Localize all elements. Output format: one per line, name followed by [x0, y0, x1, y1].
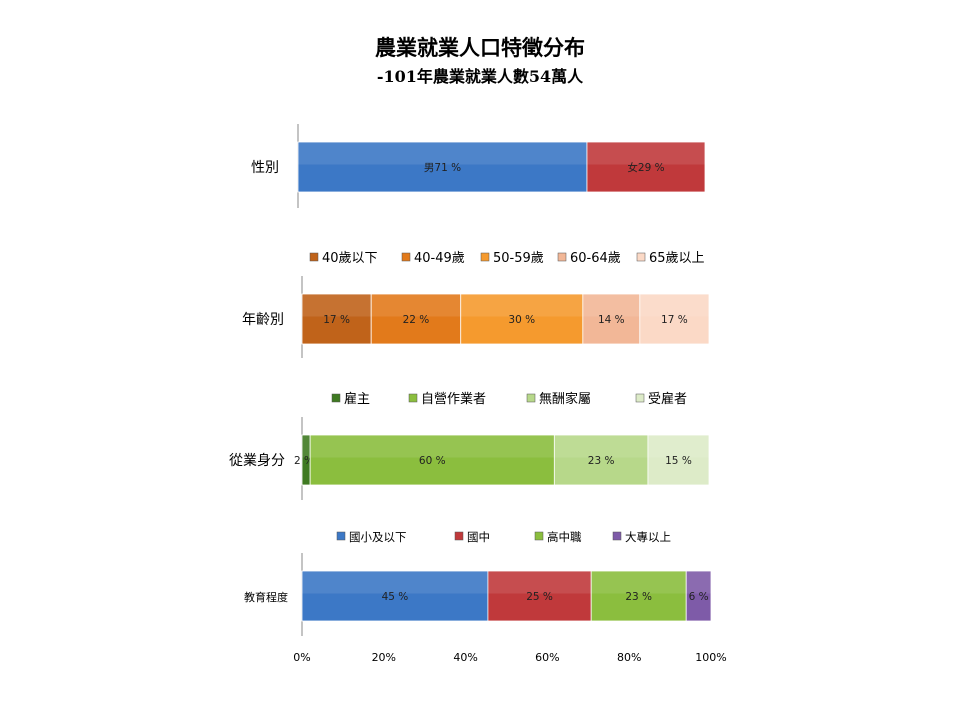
legend-label: 國中 [467, 530, 490, 544]
legend-label: 40歲以下 [322, 251, 378, 266]
bar-segment [309, 434, 555, 486]
bar-segment-highlight [310, 435, 555, 458]
bar-segment-highlight [302, 571, 488, 594]
data-label: 45 % [382, 591, 409, 603]
bar-segment [639, 293, 710, 345]
data-label: 60 % [419, 455, 446, 467]
legend-label: 自營作業者 [421, 391, 486, 407]
bar-segment [647, 434, 710, 486]
x-tick-label: 40% [453, 651, 477, 664]
legend-swatch [480, 252, 490, 262]
data-label: 17 % [323, 314, 350, 326]
bar-segment [685, 570, 712, 622]
bar-segment [582, 293, 641, 345]
data-label: 23 % [625, 591, 652, 603]
legend-label: 50-59歲 [493, 251, 544, 266]
data-label: 男71 % [424, 162, 461, 174]
bar-segment-highlight [302, 435, 311, 458]
bar-segment [370, 293, 462, 345]
chart-subtitle: -101年農業就業人數54萬人 [376, 67, 584, 86]
category-label: 性別 [251, 160, 279, 176]
legend-swatch [454, 531, 464, 541]
bar-segment [590, 570, 687, 622]
legend-label: 雇主 [344, 391, 370, 407]
legend-swatch [636, 252, 646, 262]
bar-segment [487, 570, 592, 622]
category-label: 教育程度 [244, 590, 288, 604]
data-label: 23 % [588, 455, 615, 467]
legend-label: 高中職 [547, 530, 582, 544]
bar-segment-highlight [582, 294, 640, 317]
bar-segment-highlight [586, 142, 705, 165]
data-label: 14 % [598, 314, 625, 326]
legend-swatch [534, 531, 544, 541]
data-label: 15 % [665, 455, 692, 467]
x-tick-label: 20% [372, 651, 396, 664]
category-label: 從業身分 [229, 453, 285, 469]
legend-label: 65歲以上 [649, 251, 705, 266]
bar-segment-highlight [591, 571, 687, 594]
data-label: 22 % [403, 314, 430, 326]
legend-label: 40-49歲 [414, 251, 465, 266]
bar-segment [553, 434, 649, 486]
bar-segment [301, 293, 372, 345]
legend-swatch [309, 252, 319, 262]
chart-title: 農業就業人口特徵分布 [375, 35, 585, 60]
category-label: 年齡別 [242, 312, 284, 328]
legend-swatch [526, 393, 536, 403]
data-label: 17 % [661, 314, 688, 326]
data-label: 25 % [526, 591, 553, 603]
bar-segment [586, 141, 706, 193]
legend-label: 無酬家屬 [539, 391, 591, 407]
x-tick-label: 80% [617, 651, 641, 664]
bar-segment [297, 141, 588, 193]
data-label: 2 % [294, 455, 314, 467]
legend-label: 受雇者 [648, 391, 687, 407]
legend-swatch [331, 393, 341, 403]
data-label: 女29 % [627, 161, 664, 174]
legend-swatch [557, 252, 567, 262]
data-label: 30 % [508, 314, 535, 326]
x-tick-label: 0% [293, 651, 310, 664]
x-tick-label: 60% [535, 651, 559, 664]
bar-segment-highlight [639, 294, 709, 317]
legend-swatch [635, 393, 645, 403]
legend-label: 大專以上 [625, 530, 671, 544]
bar-segment-highlight [686, 571, 711, 594]
bar-segment-highlight [298, 142, 587, 165]
bar-segment [460, 293, 584, 345]
bar-segment-highlight [460, 294, 583, 317]
bar-segment-highlight [371, 294, 461, 317]
bar-segment [301, 570, 489, 622]
legend-swatch [408, 393, 418, 403]
bar-segment-highlight [554, 435, 648, 458]
legend-swatch [401, 252, 411, 262]
bar-segment-highlight [487, 571, 592, 594]
legend-label: 國小及以下 [349, 530, 407, 544]
legend-swatch [336, 531, 346, 541]
bar-segment-highlight [647, 435, 709, 458]
x-tick-label: 100% [695, 651, 726, 664]
legend-label: 60-64歲 [570, 251, 621, 266]
data-label: 6 % [689, 591, 709, 603]
legend-swatch [612, 531, 622, 541]
bar-segment-highlight [302, 294, 372, 317]
